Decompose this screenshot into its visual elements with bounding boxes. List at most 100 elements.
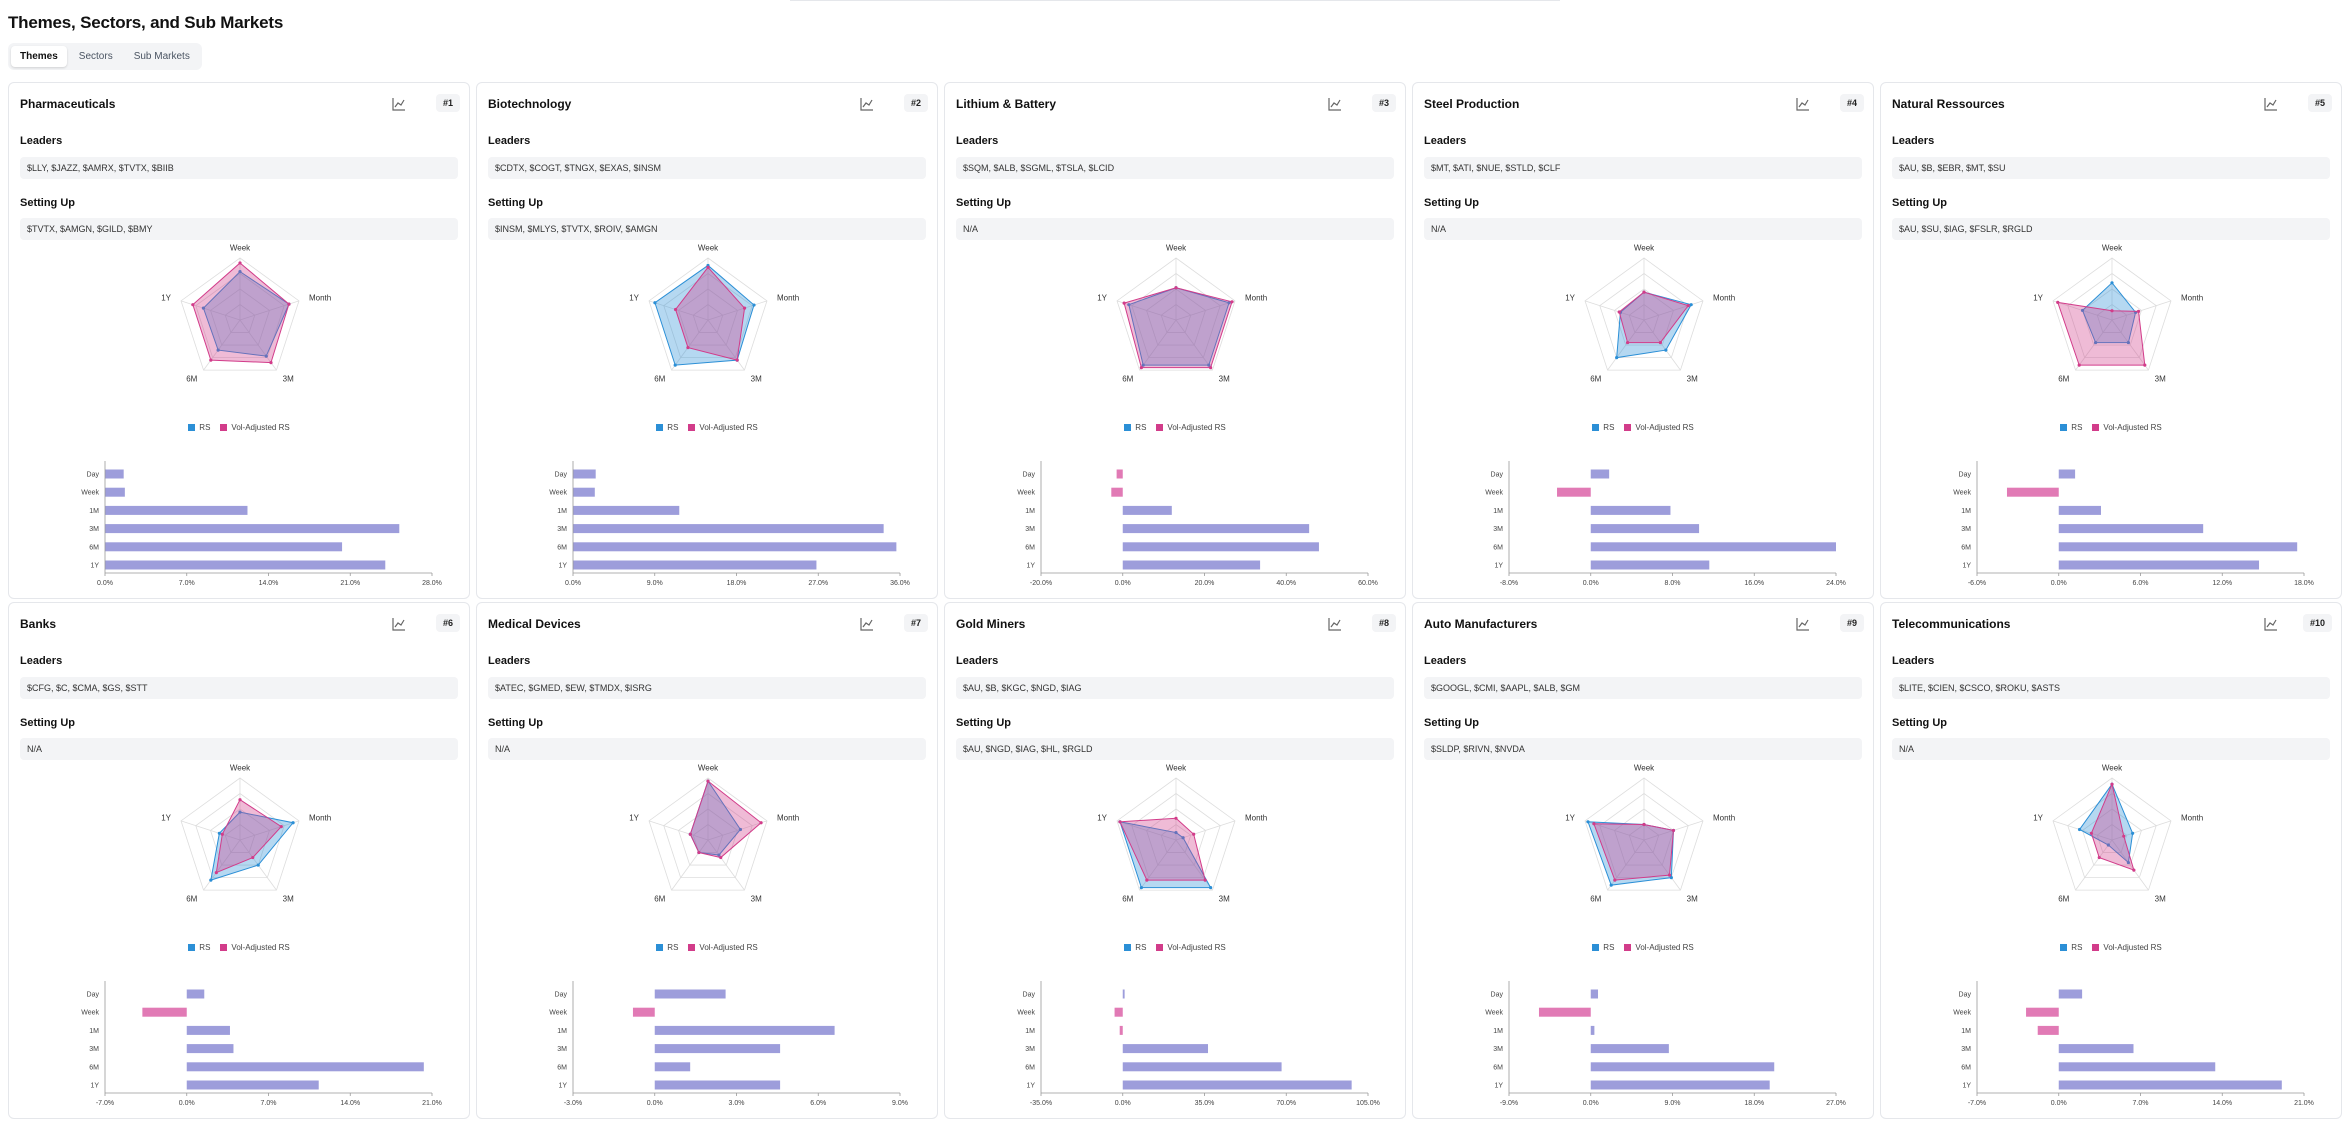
legend-rs[interactable]: RS [656,423,678,432]
tab-sub-markets[interactable]: Sub Markets [133,51,190,62]
rs-series-area [1128,287,1230,366]
legend-vol-adjusted-rs[interactable]: Vol-Adjusted RS [1156,423,1226,432]
radar-grid-ring [2096,824,2128,853]
radar-spoke [671,839,709,891]
radar-axis-label-3m: 3M [2155,895,2166,904]
legend-rs[interactable]: RS [656,943,678,952]
bar-week [1111,487,1123,497]
vol-swatch [688,424,696,431]
rs-series-point-month [1181,836,1185,840]
bar-day [1590,469,1610,479]
bar-week [2006,487,2059,497]
x-tick-label: 0.0% [1115,1100,1131,1107]
radar-chart: Week Month 3M 6M 1Y [1097,763,1267,903]
x-tick-label: 21.0% [340,580,360,587]
bar-day [105,469,124,479]
chart-icon[interactable] [859,616,875,632]
radar-axis-label-week: Week [230,243,251,252]
chart-icon[interactable] [2263,616,2279,632]
rs-series-point-6m [1615,356,1619,360]
legend-vol-adjusted-rs[interactable]: Vol-Adjusted RS [1156,943,1226,952]
rs-series-point-month [1689,303,1693,307]
chart-icon[interactable] [1327,96,1343,112]
legend-rs[interactable]: RS [1592,423,1614,432]
radar-spoke [707,820,768,841]
legend-rs[interactable]: RS [1592,943,1614,952]
legend-rs[interactable]: RS [2060,423,2082,432]
legend-vol-adjusted-rs[interactable]: Vol-Adjusted RS [2092,423,2162,432]
radar-grid-ring [1614,808,1674,866]
legend-vol-adjusted-rs[interactable]: Vol-Adjusted RS [220,943,290,952]
radar-axis-label-6m: 6M [2058,375,2069,384]
vol-series-point-1y [1122,301,1126,305]
chart-legend: RS Vol-Adjusted RS [945,943,1405,952]
legend-rs[interactable]: RS [2060,943,2082,952]
theme-card: Lithium & Battery #3 Leaders $SQM, $ALB,… [944,82,1406,599]
radar-chart: Week Month 3M 6M 1Y [2033,763,2203,904]
x-tick-label: 40.0% [1276,580,1296,587]
chart-icon[interactable] [1795,96,1811,112]
chart-icon[interactable] [1327,616,1343,632]
radar-axis-label-3m: 3M [751,895,762,904]
radar-grid-ring [678,808,738,866]
x-tick-label: 105.0% [1356,1100,1380,1107]
bar-label-1y: 1Y [558,1083,567,1090]
x-tick-label: 0.0% [565,580,581,587]
chart-icon[interactable] [2263,96,2279,112]
bar-1y [2058,560,2260,570]
vol-series-point-1y [191,303,195,307]
tab-themes[interactable]: Themes [11,46,67,67]
tab-sectors[interactable]: Sectors [78,51,113,62]
vol-series-area [1123,287,1233,369]
radar-axis-label-week: Week [698,763,719,772]
x-tick-label: 0.0% [647,1100,663,1107]
x-tick-label: 0.0% [2051,1100,2067,1107]
rs-swatch [1592,944,1600,951]
legend-vol-adjusted-rs[interactable]: Vol-Adjusted RS [220,423,290,432]
bar-day [1116,469,1123,479]
radar-grid-ring [180,257,300,371]
bar-chart: Day Week 1M 3M 6M 1Y -3.0% 0.0% 3.0% 6.0% 9.0% [549,981,908,1107]
vol-series-point-3m [1209,366,1213,370]
bar-label-6m: 6M [1961,544,1971,551]
vol-series-point-3m [1203,878,1207,882]
legend-rs[interactable]: RS [1124,943,1146,952]
legend-rs[interactable]: RS [1124,423,1146,432]
radar-spoke [1643,839,1681,891]
rs-series-point-3m [717,853,721,857]
radar-axis-label-week: Week [1634,763,1655,772]
legend-rs[interactable]: RS [188,943,210,952]
legend-vol-adjusted-rs[interactable]: Vol-Adjusted RS [2092,943,2162,952]
chart-icon[interactable] [391,96,407,112]
theme-card: Natural Ressources #5 Leaders $AU, $B, $… [1880,82,2342,599]
radar-axis-label-6m: 6M [654,375,665,384]
setting-up-tickers: $SLDP, $RIVN, $NVDA [1424,738,1862,760]
vol-series-point-month [287,302,291,306]
legend-vol-adjusted-rs[interactable]: Vol-Adjusted RS [688,943,758,952]
vol-series-point-week [1642,290,1646,294]
legend-vol-adjusted-rs[interactable]: Vol-Adjusted RS [688,423,758,432]
chart-legend: RS Vol-Adjusted RS [477,943,937,952]
bar-week [1538,1007,1591,1017]
radar-grid-ring [2082,808,2142,866]
chart-icon[interactable] [859,96,875,112]
bar-day [2058,469,2076,479]
page-title: Themes, Sectors, and Sub Markets [8,13,284,32]
legend-vol-adjusted-rs[interactable]: Vol-Adjusted RS [1624,423,1694,432]
radar-grid-ring [1614,288,1674,346]
legend-rs[interactable]: RS [188,423,210,432]
bar-label-3m: 3M [1025,1046,1035,1053]
legend-rs-label: RS [199,943,211,952]
chart-icon[interactable] [391,616,407,632]
chart-icon[interactable] [1795,616,1811,632]
leaders-tickers: $AU, $B, $EBR, $MT, $SU [1892,157,2330,179]
vol-series-point-3m [251,855,255,860]
radar-axis-label-1y: 1Y [1565,294,1575,303]
radar-spoke [1175,820,1236,841]
legend-vol-adjusted-rs[interactable]: Vol-Adjusted RS [1624,943,1694,952]
vol-series-point-1y [1617,310,1621,314]
bar-1m [1122,505,1172,515]
bar-1m [1119,1025,1123,1035]
leaders-tickers: $CFG, $C, $CMA, $GS, $STT [20,677,458,699]
x-tick-label: 27.0% [1826,1100,1846,1107]
